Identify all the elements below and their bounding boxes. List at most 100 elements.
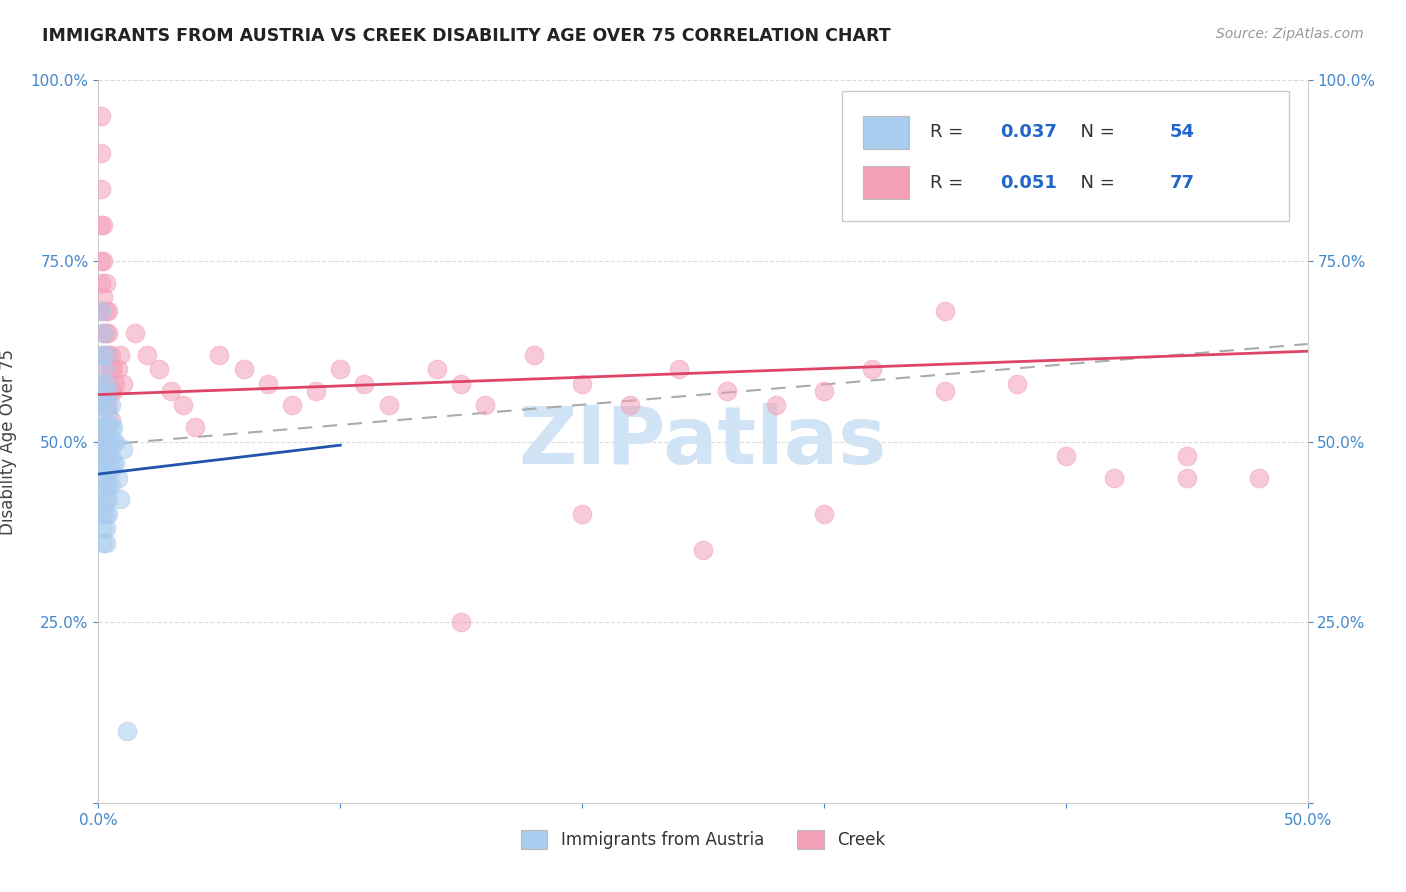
Point [91, 253, 114, 268]
Point [571, 376, 593, 391]
Point [97, 376, 120, 391]
Point [90, 304, 112, 318]
Point [91, 326, 114, 340]
Point [104, 376, 127, 391]
Point [104, 434, 127, 449]
Point [97, 406, 120, 420]
Point [94, 326, 117, 340]
Point [716, 384, 738, 398]
Point [94, 535, 117, 549]
Point [107, 362, 129, 376]
Point [100, 478, 122, 492]
Y-axis label: Disability Age Over 75: Disability Age Over 75 [0, 349, 17, 534]
Point [104, 456, 127, 470]
Point [571, 507, 593, 521]
Text: N =: N = [1070, 174, 1121, 192]
Point [101, 362, 124, 376]
Point [281, 398, 304, 412]
Text: R =: R = [931, 123, 969, 141]
Point [90, 253, 112, 268]
Point [100, 434, 122, 449]
Point [90, 304, 112, 318]
Point [94, 348, 117, 362]
Point [91, 348, 114, 362]
Point [135, 348, 157, 362]
Point [100, 420, 122, 434]
Text: 0.051: 0.051 [1001, 174, 1057, 192]
Point [692, 542, 714, 557]
Point [100, 463, 122, 477]
Point [94, 276, 117, 290]
Point [94, 420, 117, 434]
Point [91, 521, 114, 535]
Point [91, 449, 114, 463]
Point [101, 456, 124, 470]
Point [813, 384, 835, 398]
Point [450, 615, 472, 630]
Point [101, 420, 124, 434]
Point [90, 145, 112, 160]
Legend: Immigrants from Austria, Creek: Immigrants from Austria, Creek [515, 823, 891, 856]
Point [100, 362, 122, 376]
Point [94, 376, 117, 391]
Point [813, 507, 835, 521]
Point [94, 478, 117, 492]
Point [91, 470, 114, 484]
Point [91, 535, 114, 549]
Point [91, 398, 114, 412]
Point [160, 384, 183, 398]
Point [91, 391, 114, 405]
Point [108, 348, 131, 362]
Point [619, 398, 641, 412]
Point [91, 500, 114, 514]
FancyBboxPatch shape [863, 167, 908, 199]
Point [90, 110, 112, 124]
FancyBboxPatch shape [863, 116, 908, 149]
Point [97, 304, 120, 318]
Point [111, 376, 134, 391]
Point [426, 362, 449, 376]
Point [172, 398, 194, 412]
Point [91, 434, 114, 449]
Point [111, 442, 134, 456]
Point [1249, 470, 1271, 484]
Text: 54: 54 [1170, 123, 1195, 141]
Point [91, 376, 114, 391]
Point [91, 485, 114, 500]
Text: N =: N = [1070, 123, 1121, 141]
Point [1175, 449, 1198, 463]
Point [97, 348, 120, 362]
Point [208, 348, 231, 362]
Point [91, 434, 114, 449]
Point [94, 398, 117, 412]
Point [94, 449, 117, 463]
Point [97, 463, 120, 477]
Point [97, 398, 120, 412]
Point [101, 384, 124, 398]
Point [184, 420, 207, 434]
Text: Source: ZipAtlas.com: Source: ZipAtlas.com [1216, 27, 1364, 41]
Point [97, 492, 120, 507]
Point [1007, 376, 1029, 391]
Point [97, 478, 120, 492]
Point [91, 290, 114, 304]
Point [90, 276, 112, 290]
Point [97, 434, 120, 449]
Point [124, 326, 146, 340]
Point [94, 492, 117, 507]
Point [934, 304, 956, 318]
Point [97, 507, 120, 521]
Point [100, 398, 122, 412]
Text: ZIPatlas: ZIPatlas [519, 402, 887, 481]
Point [377, 398, 399, 412]
Point [91, 507, 114, 521]
Point [90, 348, 112, 362]
Point [90, 182, 112, 196]
Point [91, 362, 114, 376]
Point [94, 420, 117, 434]
Point [108, 492, 131, 507]
Point [765, 398, 787, 412]
Point [523, 348, 546, 362]
Point [91, 362, 114, 376]
Point [90, 420, 112, 434]
